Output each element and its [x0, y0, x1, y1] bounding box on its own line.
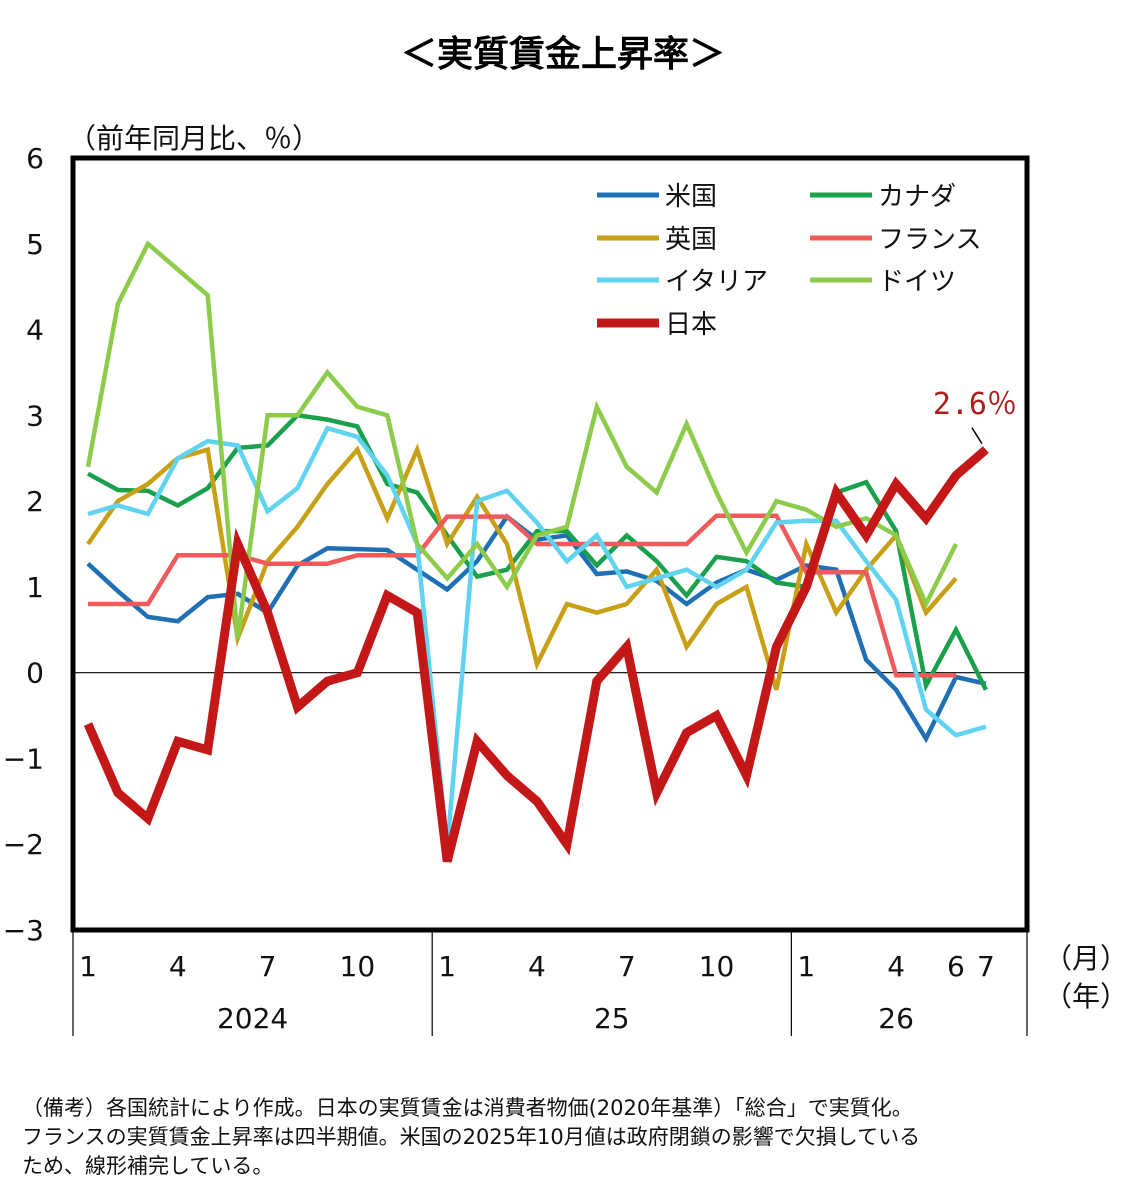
y-tick-label: 2 — [26, 485, 44, 518]
annotation: 2.6％ — [933, 387, 1017, 445]
legend-label: カナダ — [878, 182, 956, 212]
legend-label: イタリア — [665, 267, 768, 297]
annotation-label: 2.6％ — [933, 387, 1017, 422]
legend-label: ドイツ — [878, 267, 956, 297]
x-tick-label: 7 — [977, 950, 995, 983]
series-line-7 — [83, 446, 989, 863]
y-axis-ticks: 6 5 4 3 2 1 0 −1 −2 −3 — [3, 142, 44, 947]
footnote-line-3: ため、線形補完している。 — [22, 1154, 274, 1178]
x-tick-label: 10 — [340, 950, 376, 983]
x-tick-label: 7 — [618, 950, 636, 983]
x-tick-label: 7 — [259, 950, 277, 983]
footnote-line-1: （備考）各国統計により作成。日本の実質賃金は消費者物価(2020年基準）「総合」… — [22, 1096, 913, 1120]
y-tick-label: 0 — [26, 657, 44, 690]
legend-label: 英国 — [665, 225, 717, 255]
y-tick-label: 3 — [26, 399, 44, 432]
series-line-5 — [87, 425, 987, 849]
x-tick-label: 1 — [797, 950, 815, 983]
year-label: 25 — [594, 1002, 630, 1035]
footnote-line-2: フランスの実質賃金上昇率は四半期値。米国の2025年10月値は政府閉鎖の影響で欠… — [22, 1125, 921, 1149]
y-tick-label: 5 — [26, 228, 44, 261]
x-tick-label: 4 — [528, 950, 546, 983]
series-line-6 — [85, 240, 959, 639]
x-axis-years: 2024 25 26 — [72, 930, 1028, 1036]
y-tick-label: −2 — [3, 828, 44, 861]
series-lines — [83, 240, 989, 863]
plot-frame — [70, 155, 1030, 933]
y-axis-label: （前年同月比、％） — [68, 122, 320, 155]
footnote: （備考）各国統計により作成。日本の実質賃金は消費者物価(2020年基準）「総合」… — [22, 1094, 1112, 1181]
y-tick-label: −1 — [3, 742, 44, 775]
y-tick-label: −3 — [3, 914, 44, 947]
year-label: 26 — [878, 1002, 914, 1035]
legend-label: フランス — [878, 225, 981, 255]
x-unit-month-label: （月） — [1044, 942, 1126, 975]
x-tick-label: 6 — [947, 950, 965, 983]
legend-label: 日本 — [665, 310, 717, 340]
chart-title: ＜実質賃金上昇率＞ — [401, 33, 725, 75]
legend-label: 米国 — [665, 182, 717, 212]
x-axis-month-ticks: 1 4 7 10 1 4 7 10 1 4 6 7 — [79, 950, 995, 983]
annotation-leader — [971, 427, 983, 445]
x-tick-label: 4 — [169, 950, 187, 983]
x-tick-label: 1 — [79, 950, 97, 983]
year-label: 2024 — [217, 1002, 288, 1035]
x-unit-year-label: （年） — [1044, 980, 1126, 1013]
chart: ＜実質賃金上昇率＞ （前年同月比、％） （月） （年） 6543210−1−2−… — [3, 33, 1126, 1036]
y-tick-label: 4 — [26, 314, 44, 347]
y-tick-label: 6 — [26, 142, 44, 175]
x-tick-label: 10 — [699, 950, 735, 983]
x-tick-label: 1 — [438, 950, 456, 983]
y-tick-label: 1 — [26, 571, 44, 604]
x-tick-label: 4 — [887, 950, 905, 983]
